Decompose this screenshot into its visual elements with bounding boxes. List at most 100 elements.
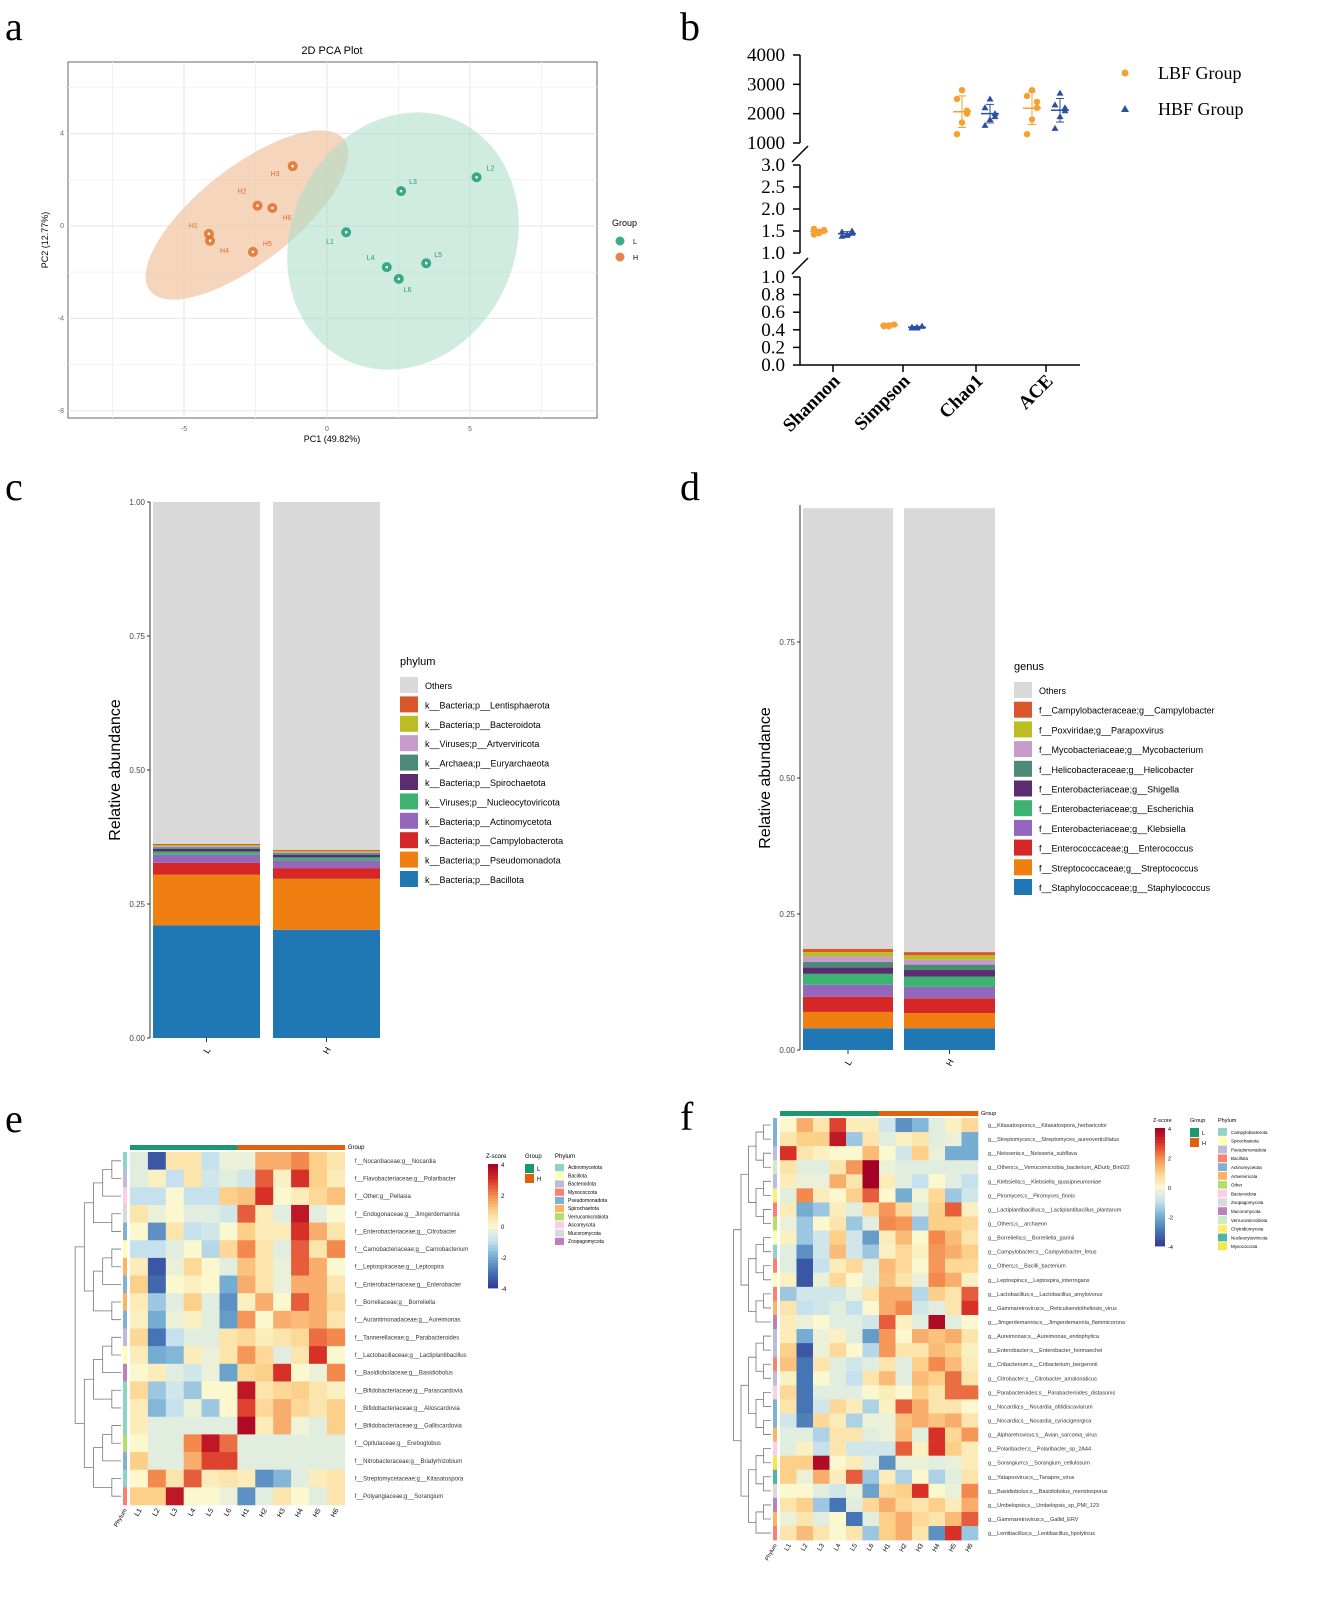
x-axis-label: PC1 (49.82%) [304, 434, 361, 444]
dendrogram-branch [763, 1265, 771, 1281]
heatmap-cell [291, 1293, 310, 1312]
data-point-HBF-Group [991, 113, 999, 120]
dendrogram-branch [102, 1434, 121, 1462]
heatmap-cell [291, 1487, 310, 1506]
heatmap-cell [862, 1371, 880, 1386]
phylum-annotation-cell [773, 1399, 777, 1414]
row-label: g__Kitasatospora;s__Kitasatospora_herbar… [988, 1123, 1107, 1129]
heatmap-cell [846, 1286, 863, 1302]
heatmap-cell [829, 1455, 847, 1471]
heatmap-cell [309, 1452, 328, 1470]
heatmap-cell [829, 1300, 847, 1316]
heatmap-cell [326, 1275, 346, 1294]
heatmap-cell [273, 1275, 292, 1294]
heatmap-cell [255, 1152, 274, 1170]
heatmap-cell [879, 1441, 896, 1456]
y-tick-label: 0.25 [129, 900, 145, 909]
y-axis-label: PC2 (12.77%) [40, 212, 50, 269]
heatmap-cell [829, 1202, 847, 1217]
heatmap-cell [829, 1160, 847, 1175]
data-point-center [207, 232, 211, 236]
heatmap-cell [846, 1174, 863, 1189]
heatmap-cell [165, 1416, 184, 1435]
heatmap-cell [862, 1497, 880, 1513]
panel-label: f [680, 1094, 694, 1139]
heatmap-cell [829, 1188, 847, 1203]
legend-swatch [1014, 701, 1032, 718]
phylum-legend-swatch [555, 1188, 564, 1196]
heatmap-cell [219, 1293, 238, 1312]
phylum-legend-label: Artverviricota [1231, 1174, 1258, 1179]
legend-label: f__Poxviridae;g__Parapoxvirus [1039, 725, 1164, 735]
heatmap-cell [879, 1413, 896, 1428]
dendrogram-branch [102, 1257, 121, 1285]
heatmap-cell [895, 1286, 913, 1302]
heatmap-cell [183, 1152, 202, 1170]
y-tick-label: -4 [58, 315, 64, 322]
heatmap-cell [829, 1272, 847, 1288]
legend-label: f__Enterobacteriaceae;g__Klebsiella [1039, 824, 1186, 834]
heatmap-cell [183, 1187, 202, 1206]
panel-labels: a b c d e f [5, 4, 700, 1141]
phylum-annotation-cell [123, 1169, 127, 1188]
heatmap-cell [862, 1469, 880, 1485]
colorbar-tick-label: -2 [1168, 1216, 1173, 1222]
heatmap-cell [130, 1293, 149, 1312]
heatmap-cell [846, 1202, 863, 1217]
bar-segment-H-1 [904, 1013, 995, 1029]
heatmap-cell [326, 1152, 346, 1170]
colorbar-segment [1155, 1195, 1165, 1200]
heatmap-cell [165, 1293, 184, 1312]
row-label: f__Streptomycetaceae;g__Kitasatospora [355, 1477, 464, 1483]
heatmap-cell [326, 1328, 346, 1347]
group-legend-swatch [1190, 1128, 1199, 1137]
heatmap-cell [326, 1416, 346, 1435]
group-annotation-cell [291, 1145, 310, 1150]
phylum-legend-label: Actinomycetota [568, 1165, 602, 1171]
heatmap-cell [291, 1434, 310, 1453]
y-tick-label: 2000 [747, 104, 785, 125]
heatmap-cell [846, 1300, 863, 1316]
phylum-annotation-cell [773, 1160, 777, 1175]
row-label: g__Cribacterium;s__Cribacterium_bergeron… [988, 1362, 1097, 1368]
colorbar-segment [1155, 1181, 1165, 1185]
row-label: f__Enterobacteriaceae;g__Enterobacter [355, 1282, 461, 1288]
heatmap-cell [862, 1399, 880, 1414]
heatmap-cell [309, 1257, 328, 1276]
heatmap-cell [945, 1483, 962, 1499]
dendrogram-branch [740, 1384, 749, 1497]
heatmap-cell [813, 1483, 830, 1499]
heatmap-cell [961, 1329, 979, 1344]
heatmap-cell [912, 1343, 929, 1358]
heatmap-cell [846, 1230, 863, 1245]
heatmap-cell [147, 1469, 167, 1488]
phylum-legend-swatch [1218, 1154, 1227, 1163]
column-label: L4 [833, 1542, 843, 1552]
heatmap-cell [130, 1452, 149, 1470]
bar-segment-H-1 [273, 878, 380, 930]
heatmap-cell [928, 1202, 946, 1217]
heatmap-cell [961, 1258, 979, 1274]
y-tick-label: 1.0 [761, 267, 785, 288]
heatmap-cell [326, 1293, 346, 1312]
colorbar-segment [1155, 1133, 1165, 1138]
heatmap-cell [255, 1169, 274, 1188]
legend-label: k__Bacteria;p__Actinomycetota [425, 817, 552, 827]
row-label: g__Others;s__archaeon [988, 1222, 1047, 1228]
heatmap-cell [219, 1452, 238, 1470]
heatmap-cell [928, 1174, 946, 1189]
heatmap-cell [165, 1346, 184, 1365]
row-label: g__Lentibacillus;s__Lentibacillus_lipoly… [988, 1531, 1095, 1537]
heatmap-cell [165, 1275, 184, 1294]
phylum-legend-label: Bacteroidota [568, 1182, 596, 1188]
heatmap-cell [165, 1363, 184, 1382]
heatmap-cell [237, 1293, 256, 1312]
x-tick-label: H [321, 1045, 333, 1056]
phylum-annotation-cell [123, 1310, 127, 1329]
heatmap-cell [147, 1399, 167, 1418]
heatmap-cell [961, 1371, 979, 1386]
heatmap-cell [309, 1240, 328, 1259]
row-label: g__Yatapoxvirus;s__Tanapox_virus [988, 1475, 1075, 1481]
phylum-annotation-cell [123, 1381, 127, 1400]
bar-segment-L-9 [153, 843, 260, 846]
